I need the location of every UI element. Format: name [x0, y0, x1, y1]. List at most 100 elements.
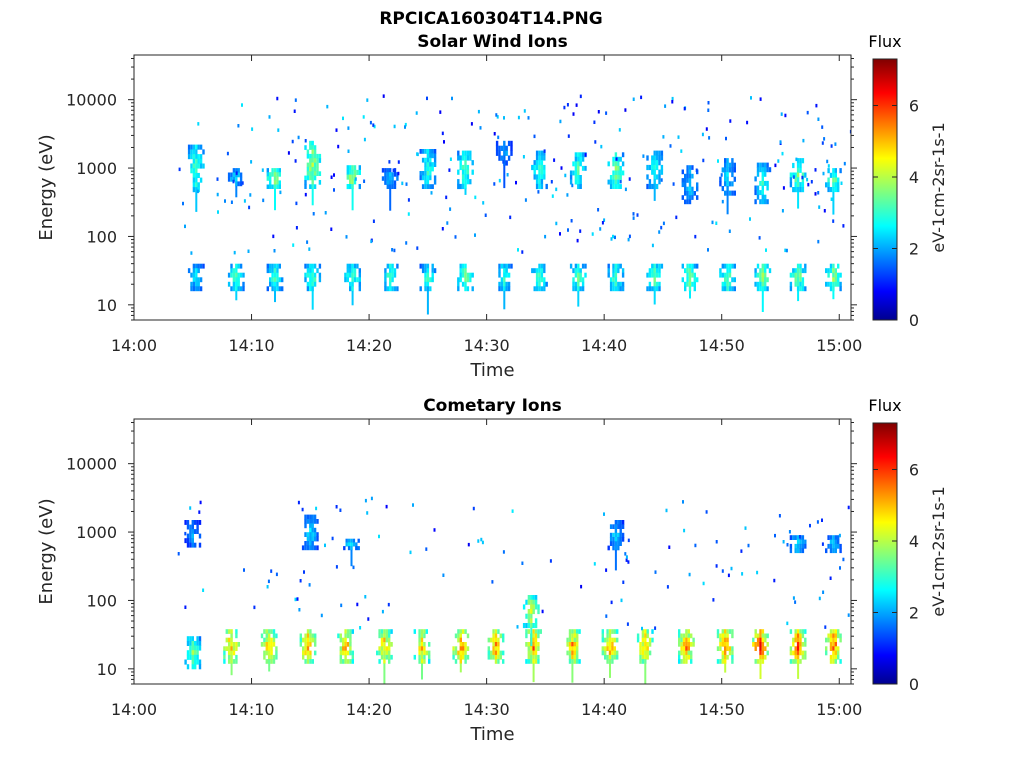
- flux-cell: [347, 542, 351, 547]
- flux-cell: [509, 215, 512, 220]
- flux-cell: [537, 633, 540, 639]
- flux-burst: [266, 168, 281, 211]
- flux-cell: [192, 277, 196, 283]
- flux-cell: [617, 156, 620, 162]
- flux-cell: [268, 115, 271, 119]
- flux-cell: [832, 177, 835, 183]
- flux-cell: [535, 150, 539, 156]
- flux-cell: [386, 180, 389, 185]
- flux-cell: [195, 149, 198, 155]
- flux-cell: [263, 642, 266, 647]
- flux-cell: [754, 272, 757, 278]
- flux-cell: [388, 629, 391, 634]
- flux-cell: [309, 532, 312, 537]
- flux-cell: [794, 543, 797, 549]
- flux-cell: [314, 650, 317, 656]
- flux-cell: [477, 109, 480, 114]
- flux-cell: [387, 602, 390, 607]
- flux-cell: [534, 650, 538, 656]
- flux-cell: [799, 637, 802, 643]
- flux-cell: [829, 646, 833, 651]
- flux-cell: [309, 175, 312, 181]
- flux-cell: [195, 281, 198, 287]
- flux-cell: [239, 172, 243, 178]
- flux-cell: [393, 124, 396, 129]
- flux-cell: [353, 179, 357, 185]
- flux-cell: [799, 281, 802, 287]
- flux-cell: [278, 277, 281, 283]
- flux-cell: [345, 538, 348, 543]
- flux-cell: [191, 538, 194, 544]
- flux-cell: [727, 573, 730, 578]
- flux-cell: [603, 512, 605, 516]
- flux-cell: [646, 646, 649, 651]
- flux-cell: [367, 617, 370, 621]
- flux-cell: [420, 629, 424, 634]
- flux-cell: [223, 659, 226, 664]
- flux-cell: [761, 194, 764, 200]
- flux-cell: [756, 272, 760, 278]
- flux-cell: [540, 169, 544, 175]
- flux-cell: [842, 557, 845, 562]
- flux-cell: [651, 629, 654, 634]
- flux-cell: [216, 192, 219, 197]
- flux-cell: [287, 151, 290, 155]
- flux-cell: [315, 506, 318, 511]
- flux-cell: [230, 172, 233, 178]
- flux-cell: [688, 199, 692, 205]
- flux-cell: [614, 541, 618, 546]
- flux-cell: [684, 186, 687, 192]
- flux-cell: [469, 150, 472, 156]
- flux-cell: [235, 642, 238, 647]
- flux-cell: [686, 165, 689, 170]
- flux-cell: [391, 172, 394, 177]
- flux-cell: [759, 281, 762, 287]
- flux-cell: [691, 263, 694, 269]
- flux-cell: [192, 263, 196, 269]
- flux-cell: [503, 155, 506, 161]
- flux-cell: [682, 633, 686, 639]
- flux-cell: [380, 646, 384, 651]
- flux-cell: [655, 164, 659, 171]
- flux-cell: [574, 170, 578, 176]
- colorbar-label: eV-1cm-2sr-1s-1: [929, 486, 948, 616]
- flux-cell: [272, 642, 276, 647]
- flux-cell: [393, 272, 397, 278]
- flux-cell: [579, 286, 582, 292]
- flux-burst: [337, 629, 354, 664]
- flux-cell: [839, 637, 842, 643]
- flux-burst: [487, 629, 505, 664]
- flux-cell: [761, 171, 764, 177]
- flux-cell: [347, 149, 350, 153]
- flux-cell: [648, 650, 652, 656]
- flux-cell: [761, 199, 764, 205]
- flux-cell: [688, 186, 692, 192]
- flux-cell: [230, 263, 233, 269]
- flux-cell: [424, 263, 427, 269]
- flux-cell: [724, 650, 727, 656]
- flux-cell: [576, 238, 579, 243]
- flux-cell: [459, 642, 462, 647]
- flux-cell: [731, 158, 734, 164]
- flux-cell: [273, 176, 277, 181]
- flux-cell: [614, 520, 618, 525]
- flux-cell: [278, 172, 281, 177]
- flux-cell: [653, 290, 656, 305]
- flux-cell: [197, 277, 200, 283]
- flux-cell: [804, 642, 807, 647]
- flux-cell: [202, 263, 205, 269]
- flux-cell: [690, 659, 693, 664]
- flux-cell: [268, 650, 271, 656]
- flux-cell: [617, 281, 620, 287]
- flux-cell: [644, 633, 647, 639]
- flux-cell: [324, 211, 327, 215]
- flux-burst: [716, 629, 734, 673]
- flux-cell: [768, 167, 772, 173]
- flux-burst: [636, 629, 654, 684]
- flux-cell: [409, 550, 412, 555]
- flux-cell: [806, 177, 809, 182]
- flux-cell: [834, 281, 837, 287]
- flux-cell: [581, 281, 585, 287]
- flux-cell: [511, 509, 514, 513]
- flux-cell: [186, 533, 190, 539]
